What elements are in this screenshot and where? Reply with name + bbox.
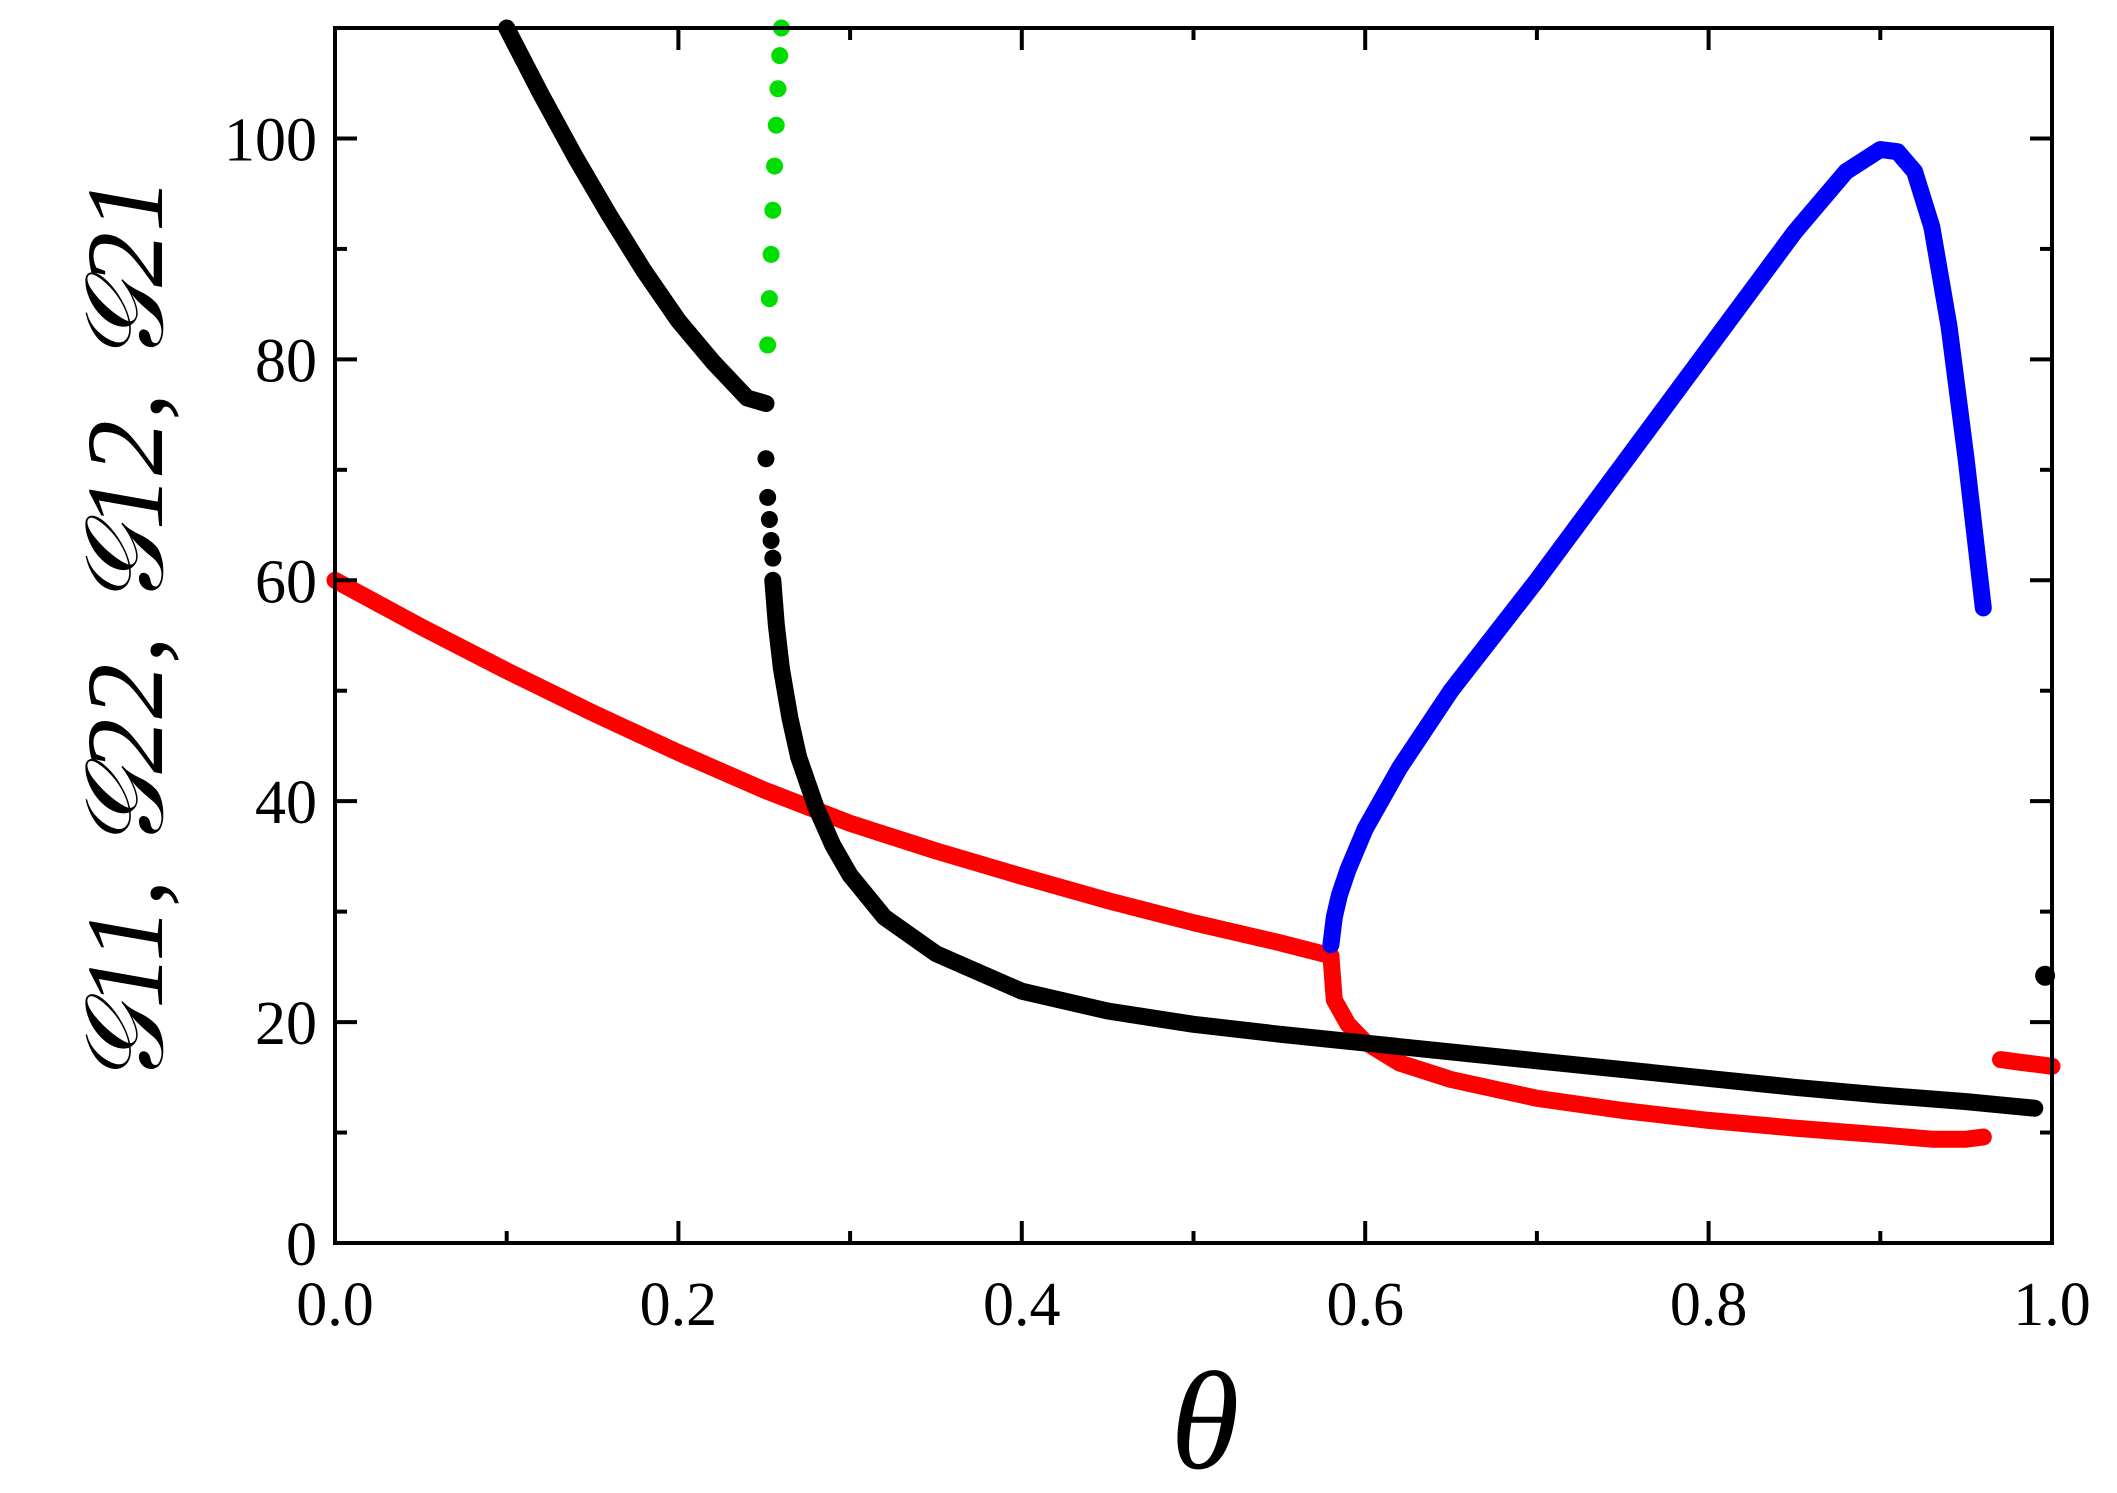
y-tick-label: 0 bbox=[286, 1211, 317, 1279]
data-point bbox=[760, 511, 778, 529]
data-point bbox=[760, 290, 778, 308]
series-7 bbox=[1322, 141, 1992, 954]
x-tick-label: 0.2 bbox=[640, 1271, 718, 1339]
data-point bbox=[769, 80, 787, 98]
series-0 bbox=[326, 571, 1340, 965]
y-tick-label: 100 bbox=[224, 106, 317, 174]
x-tick-label: 0.8 bbox=[1670, 1271, 1748, 1339]
y-tick-label: 80 bbox=[255, 327, 317, 395]
data-point bbox=[766, 157, 784, 175]
data-point bbox=[771, 47, 789, 65]
series-1 bbox=[1322, 947, 1992, 1148]
data-point bbox=[764, 201, 782, 219]
series-8 bbox=[759, 19, 790, 354]
series-line bbox=[498, 19, 775, 412]
x-axis-label: θ bbox=[1171, 1344, 1240, 1493]
data-point bbox=[762, 245, 780, 263]
data-point bbox=[757, 450, 775, 468]
data-point bbox=[764, 549, 782, 567]
axes-layer: 0.0 0.2 0.4 0.6 0.8 1.0 0 20 40 60 80 100 bbox=[224, 26, 2091, 1339]
series-4 bbox=[757, 450, 782, 567]
series-line bbox=[326, 571, 1340, 965]
y-axis-label: 𝒢11, 𝒢22, 𝒢12, 𝒢21 bbox=[64, 177, 186, 1087]
series-5 bbox=[764, 571, 2044, 1117]
data-point bbox=[762, 532, 780, 550]
series-3 bbox=[498, 19, 775, 412]
series-line bbox=[764, 571, 2044, 1117]
data-point bbox=[759, 336, 777, 354]
series-2 bbox=[1992, 1051, 2061, 1075]
series-line bbox=[1322, 141, 1992, 954]
x-tick-label: 0.6 bbox=[1326, 1271, 1404, 1339]
x-tick-label: 1.0 bbox=[2013, 1271, 2091, 1339]
data-point bbox=[759, 488, 777, 506]
series-layer bbox=[326, 19, 2061, 1148]
x-tick-label: 0.0 bbox=[296, 1271, 374, 1339]
data-point bbox=[767, 116, 785, 134]
y-tick-label: 20 bbox=[255, 990, 317, 1058]
series-line bbox=[1992, 1051, 2061, 1075]
series-line bbox=[1322, 947, 1992, 1148]
y-tick-label: 40 bbox=[255, 769, 317, 837]
y-tick-label: 60 bbox=[255, 548, 317, 616]
x-tick-label: 0.4 bbox=[983, 1271, 1061, 1339]
